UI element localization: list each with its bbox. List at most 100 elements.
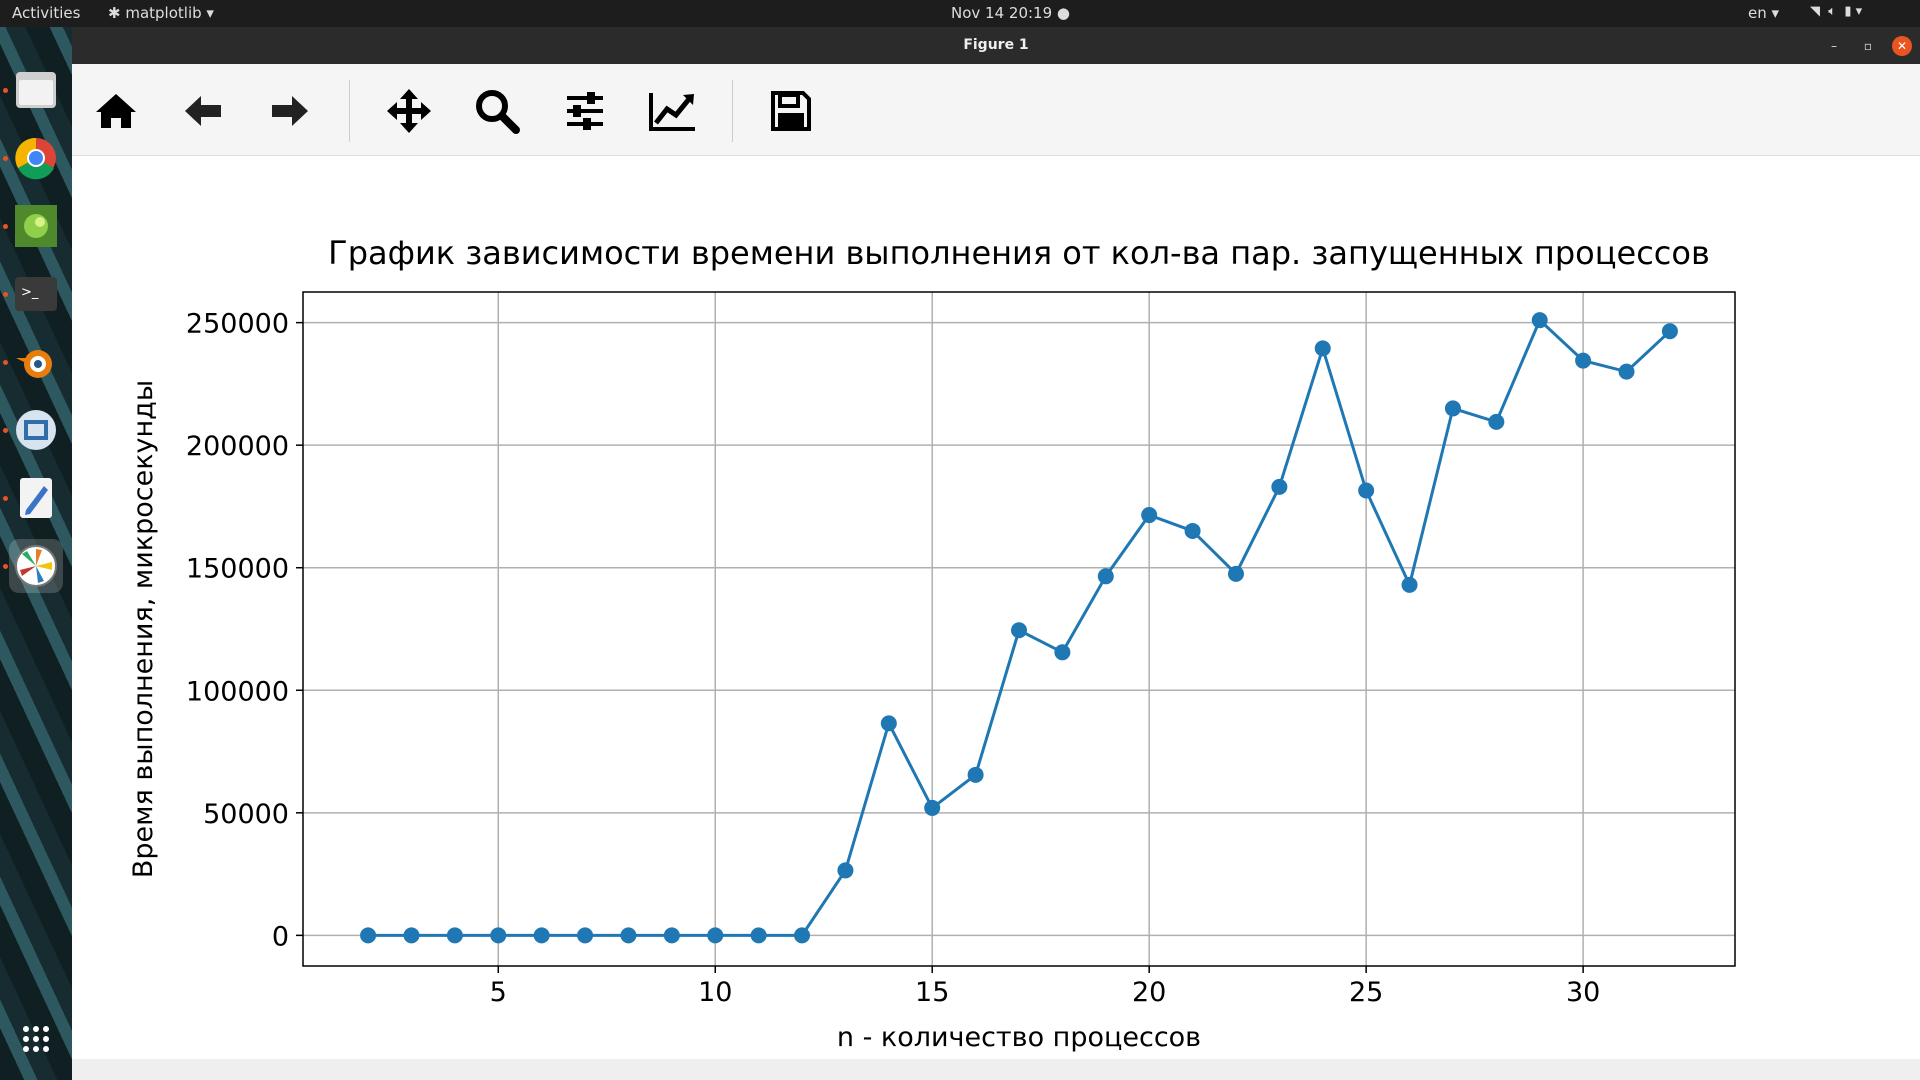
y-tick-label: 100000 [186, 676, 289, 707]
data-point [837, 862, 854, 879]
vscode-icon [16, 410, 56, 450]
data-point [1141, 507, 1158, 524]
toolbar-separator [732, 80, 733, 142]
data-point [533, 927, 550, 944]
show-applications-button[interactable] [9, 1012, 63, 1066]
blender-icon [16, 350, 52, 378]
data-point [880, 715, 897, 732]
image-viewer-icon [15, 205, 57, 247]
zoom-button[interactable] [469, 83, 525, 139]
edit-axes-icon [649, 93, 695, 131]
home-icon [96, 94, 136, 128]
app-menu-icon: ✱ [108, 4, 126, 22]
chrome-icon [15, 137, 56, 180]
data-point [1011, 622, 1027, 639]
running-indicator [3, 156, 8, 161]
notification-dot-icon: ● [1052, 4, 1070, 22]
y-tick-label: 50000 [203, 799, 289, 830]
save-icon [771, 91, 811, 131]
matplotlib-icon [15, 545, 57, 587]
dock-item[interactable] [9, 199, 63, 253]
configure-subplots-icon [567, 92, 603, 130]
series-points [360, 312, 1678, 944]
data-point [1271, 478, 1288, 495]
data-point [1618, 363, 1635, 380]
window-title: Figure 1 [963, 37, 1029, 53]
y-axis: 0 50000 100000 150000 200000 250000 [186, 309, 303, 952]
data-point [620, 927, 637, 944]
forward-button[interactable] [262, 83, 318, 139]
clock-label: Nov 14 20:19 [951, 4, 1053, 22]
language-indicator[interactable]: en ▾ [1748, 4, 1779, 22]
running-indicator [3, 224, 8, 229]
data-point [490, 927, 507, 944]
close-button[interactable]: ✕ [1892, 36, 1912, 56]
y-tick-label: 250000 [186, 309, 289, 340]
running-indicator [3, 88, 8, 93]
dock-item[interactable] [9, 131, 63, 185]
data-point [1488, 413, 1505, 430]
minimize-button[interactable]: – [1824, 36, 1844, 56]
maximize-button[interactable]: ▫ [1858, 36, 1878, 56]
data-point [1661, 323, 1678, 340]
activities-button[interactable]: Activities [12, 4, 81, 22]
data-point [750, 927, 767, 944]
figure-canvas[interactable]: 5 10 15 20 25 30 0 50000 100000 150000 200000 2500… [72, 156, 1920, 1059]
app-menu[interactable]: ✱ matplotlib ▾ [108, 4, 214, 22]
close-icon: ✕ [1896, 39, 1908, 53]
dock-item[interactable] [9, 471, 63, 525]
terminal-icon: >_ [15, 277, 57, 311]
forward-icon [272, 96, 308, 126]
data-point [1097, 568, 1114, 585]
chevron-down-icon: ▾ [1766, 4, 1780, 22]
system-menu[interactable]: ◥ 🔈︎ ▮ ▾ [1810, 4, 1862, 19]
chart-title: График зависимости времени выполнения от… [328, 234, 1710, 272]
data-point [663, 927, 680, 944]
dock-item[interactable] [9, 403, 63, 457]
battery-icon: ▮ [1844, 4, 1852, 19]
y-tick-label: 150000 [186, 554, 289, 585]
y-axis-label: Время выполнения, микросекунды [128, 380, 159, 878]
x-tick-label: 30 [1566, 977, 1600, 1008]
language-label: en [1748, 4, 1767, 22]
clock[interactable]: Nov 14 20:19 ● [951, 4, 1070, 22]
dock-item[interactable] [9, 335, 63, 389]
dock: >_ [0, 27, 72, 1080]
data-point [1358, 482, 1375, 499]
window-titlebar[interactable]: Figure 1 – ▫ ✕ [72, 27, 1920, 64]
dock-item[interactable]: >_ [9, 267, 63, 321]
pan-button[interactable] [381, 83, 437, 139]
x-axis: 5 10 15 20 25 30 [490, 966, 1600, 1008]
x-tick-label: 10 [698, 977, 732, 1008]
zoom-icon [476, 90, 520, 134]
status-bar [72, 1059, 1920, 1080]
files-icon [16, 72, 56, 108]
system-top-bar: Activities ✱ matplotlib ▾ Nov 14 20:19 ●… [0, 0, 1920, 27]
maximize-icon: ▫ [1863, 39, 1873, 53]
dock-item[interactable] [9, 539, 63, 593]
data-point [1227, 565, 1244, 582]
data-point [1314, 340, 1331, 357]
pan-icon [387, 89, 431, 133]
running-indicator [3, 428, 8, 433]
app-menu-label: matplotlib [125, 4, 202, 22]
x-axis-label: n - количество процессов [837, 1022, 1201, 1053]
save-button[interactable] [763, 83, 819, 139]
data-point [967, 766, 984, 783]
y-tick-label: 200000 [186, 431, 289, 462]
data-point [1575, 352, 1592, 369]
running-indicator [3, 564, 8, 569]
dock-item[interactable] [9, 63, 63, 117]
back-button[interactable] [175, 83, 231, 139]
y-tick-label: 0 [272, 921, 289, 952]
data-point [360, 927, 377, 944]
grid-lines [303, 292, 1735, 966]
toolbar-separator [349, 80, 350, 142]
running-indicator [3, 496, 8, 501]
home-button[interactable] [88, 83, 144, 139]
data-point [1054, 644, 1071, 661]
configure-subplots-button[interactable] [557, 83, 613, 139]
edit-axes-button[interactable] [645, 83, 701, 139]
axes-frame [302, 291, 1736, 967]
show-applications-icon [23, 1026, 49, 1052]
